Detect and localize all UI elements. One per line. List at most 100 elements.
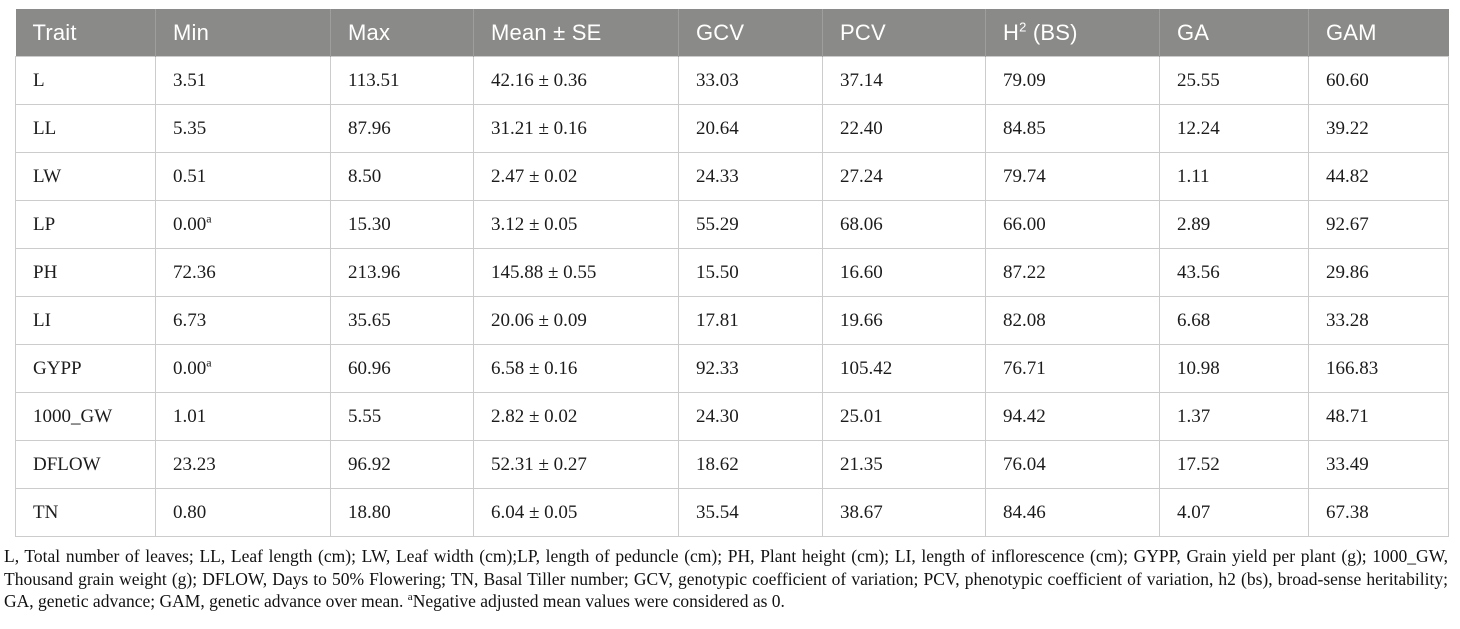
cell-gam: 33.28 <box>1308 296 1449 345</box>
cell-trait: LL <box>15 104 156 153</box>
table-row: LL 5.35 87.96 31.21 ± 0.16 20.64 22.40 8… <box>15 104 1449 153</box>
cell-trait: PH <box>15 248 156 297</box>
cell-mean-se: 145.88 ± 0.55 <box>473 248 679 297</box>
cell-gcv: 24.33 <box>678 152 823 201</box>
cell-gcv: 18.62 <box>678 440 823 489</box>
table-row: GYPP 0.00a 60.96 6.58 ± 0.16 92.33 105.4… <box>15 344 1449 393</box>
cell-ga: 6.68 <box>1159 296 1309 345</box>
cell-trait: LP <box>15 200 156 249</box>
cell-mean-se: 3.12 ± 0.05 <box>473 200 679 249</box>
cell-h2bs: 94.42 <box>985 392 1160 441</box>
cell-gam: 44.82 <box>1308 152 1449 201</box>
table-row: LP 0.00a 15.30 3.12 ± 0.05 55.29 68.06 6… <box>15 200 1449 249</box>
cell-gcv: 17.81 <box>678 296 823 345</box>
col-header-max: Max <box>330 9 474 57</box>
cell-pcv: 105.42 <box>822 344 986 393</box>
cell-max: 87.96 <box>330 104 474 153</box>
col-header-ga: GA <box>1159 9 1309 57</box>
cell-h2bs: 84.85 <box>985 104 1160 153</box>
cell-h2bs: 79.74 <box>985 152 1160 201</box>
cell-trait: 1000_GW <box>15 392 156 441</box>
cell-h2bs: 84.46 <box>985 488 1160 537</box>
cell-trait: TN <box>15 488 156 537</box>
cell-h2bs: 87.22 <box>985 248 1160 297</box>
cell-min: 5.35 <box>155 104 331 153</box>
cell-mean-se: 42.16 ± 0.36 <box>473 56 679 105</box>
cell-trait: LI <box>15 296 156 345</box>
cell-max: 5.55 <box>330 392 474 441</box>
col-header-gcv: GCV <box>678 9 823 57</box>
cell-ga: 1.37 <box>1159 392 1309 441</box>
cell-mean-se: 2.82 ± 0.02 <box>473 392 679 441</box>
col-header-min: Min <box>155 9 331 57</box>
cell-trait: DFLOW <box>15 440 156 489</box>
cell-trait: LW <box>15 152 156 201</box>
cell-pcv: 68.06 <box>822 200 986 249</box>
cell-max: 15.30 <box>330 200 474 249</box>
cell-mean-se: 6.04 ± 0.05 <box>473 488 679 537</box>
cell-pcv: 37.14 <box>822 56 986 105</box>
cell-pcv: 19.66 <box>822 296 986 345</box>
h2-base: H <box>1003 19 1020 45</box>
min-superscript: a <box>206 211 212 226</box>
cell-gcv: 20.64 <box>678 104 823 153</box>
cell-gam: 166.83 <box>1308 344 1449 393</box>
col-header-pcv: PCV <box>822 9 986 57</box>
table-row: 1000_GW 1.01 5.55 2.82 ± 0.02 24.30 25.0… <box>15 392 1449 441</box>
cell-h2bs: 76.04 <box>985 440 1160 489</box>
h2-rest: (BS) <box>1026 19 1078 45</box>
cell-ga: 1.11 <box>1159 152 1309 201</box>
cell-min: 0.51 <box>155 152 331 201</box>
cell-mean-se: 52.31 ± 0.27 <box>473 440 679 489</box>
cell-gam: 39.22 <box>1308 104 1449 153</box>
cell-h2bs: 79.09 <box>985 56 1160 105</box>
cell-min: 0.00a <box>155 200 331 249</box>
cell-ga: 4.07 <box>1159 488 1309 537</box>
footnote-superscript-a: a <box>407 591 413 604</box>
table-row: PH 72.36 213.96 145.88 ± 0.55 15.50 16.6… <box>15 248 1449 297</box>
cell-pcv: 22.40 <box>822 104 986 153</box>
table-footnote: L, Total number of leaves; LL, Leaf leng… <box>4 545 1448 613</box>
cell-trait: L <box>15 56 156 105</box>
cell-ga: 25.55 <box>1159 56 1309 105</box>
cell-pcv: 25.01 <box>822 392 986 441</box>
cell-min: 3.51 <box>155 56 331 105</box>
cell-pcv: 38.67 <box>822 488 986 537</box>
cell-max: 8.50 <box>330 152 474 201</box>
cell-gam: 48.71 <box>1308 392 1449 441</box>
footnote-text-1: L, Total number of leaves; LL, Leaf leng… <box>4 546 1448 611</box>
cell-gcv: 35.54 <box>678 488 823 537</box>
cell-h2bs: 76.71 <box>985 344 1160 393</box>
h2-superscript: 2 <box>1019 19 1027 35</box>
cell-min: 6.73 <box>155 296 331 345</box>
col-header-mean-se: Mean ± SE <box>473 9 679 57</box>
cell-max: 60.96 <box>330 344 474 393</box>
col-header-h2bs: H2 (BS) <box>985 9 1160 57</box>
cell-ga: 43.56 <box>1159 248 1309 297</box>
table-row: TN 0.80 18.80 6.04 ± 0.05 35.54 38.67 84… <box>15 488 1449 537</box>
cell-pcv: 27.24 <box>822 152 986 201</box>
table-body: L 3.51 113.51 42.16 ± 0.36 33.03 37.14 7… <box>15 56 1449 537</box>
footnote-text-2: Negative adjusted mean values were consi… <box>412 591 785 611</box>
cell-max: 213.96 <box>330 248 474 297</box>
cell-ga: 12.24 <box>1159 104 1309 153</box>
cell-min: 0.00a <box>155 344 331 393</box>
cell-gam: 33.49 <box>1308 440 1449 489</box>
cell-gam: 92.67 <box>1308 200 1449 249</box>
cell-gam: 67.38 <box>1308 488 1449 537</box>
cell-ga: 17.52 <box>1159 440 1309 489</box>
cell-ga: 2.89 <box>1159 200 1309 249</box>
table-row: DFLOW 23.23 96.92 52.31 ± 0.27 18.62 21.… <box>15 440 1449 489</box>
cell-gcv: 55.29 <box>678 200 823 249</box>
cell-gam: 60.60 <box>1308 56 1449 105</box>
cell-trait: GYPP <box>15 344 156 393</box>
cell-max: 113.51 <box>330 56 474 105</box>
cell-min: 1.01 <box>155 392 331 441</box>
cell-min: 72.36 <box>155 248 331 297</box>
cell-mean-se: 2.47 ± 0.02 <box>473 152 679 201</box>
trait-statistics-table: Trait Min Max Mean ± SE GCV PCV H2 (BS) … <box>15 9 1449 537</box>
cell-mean-se: 31.21 ± 0.16 <box>473 104 679 153</box>
cell-mean-se: 6.58 ± 0.16 <box>473 344 679 393</box>
min-superscript: a <box>206 355 212 370</box>
